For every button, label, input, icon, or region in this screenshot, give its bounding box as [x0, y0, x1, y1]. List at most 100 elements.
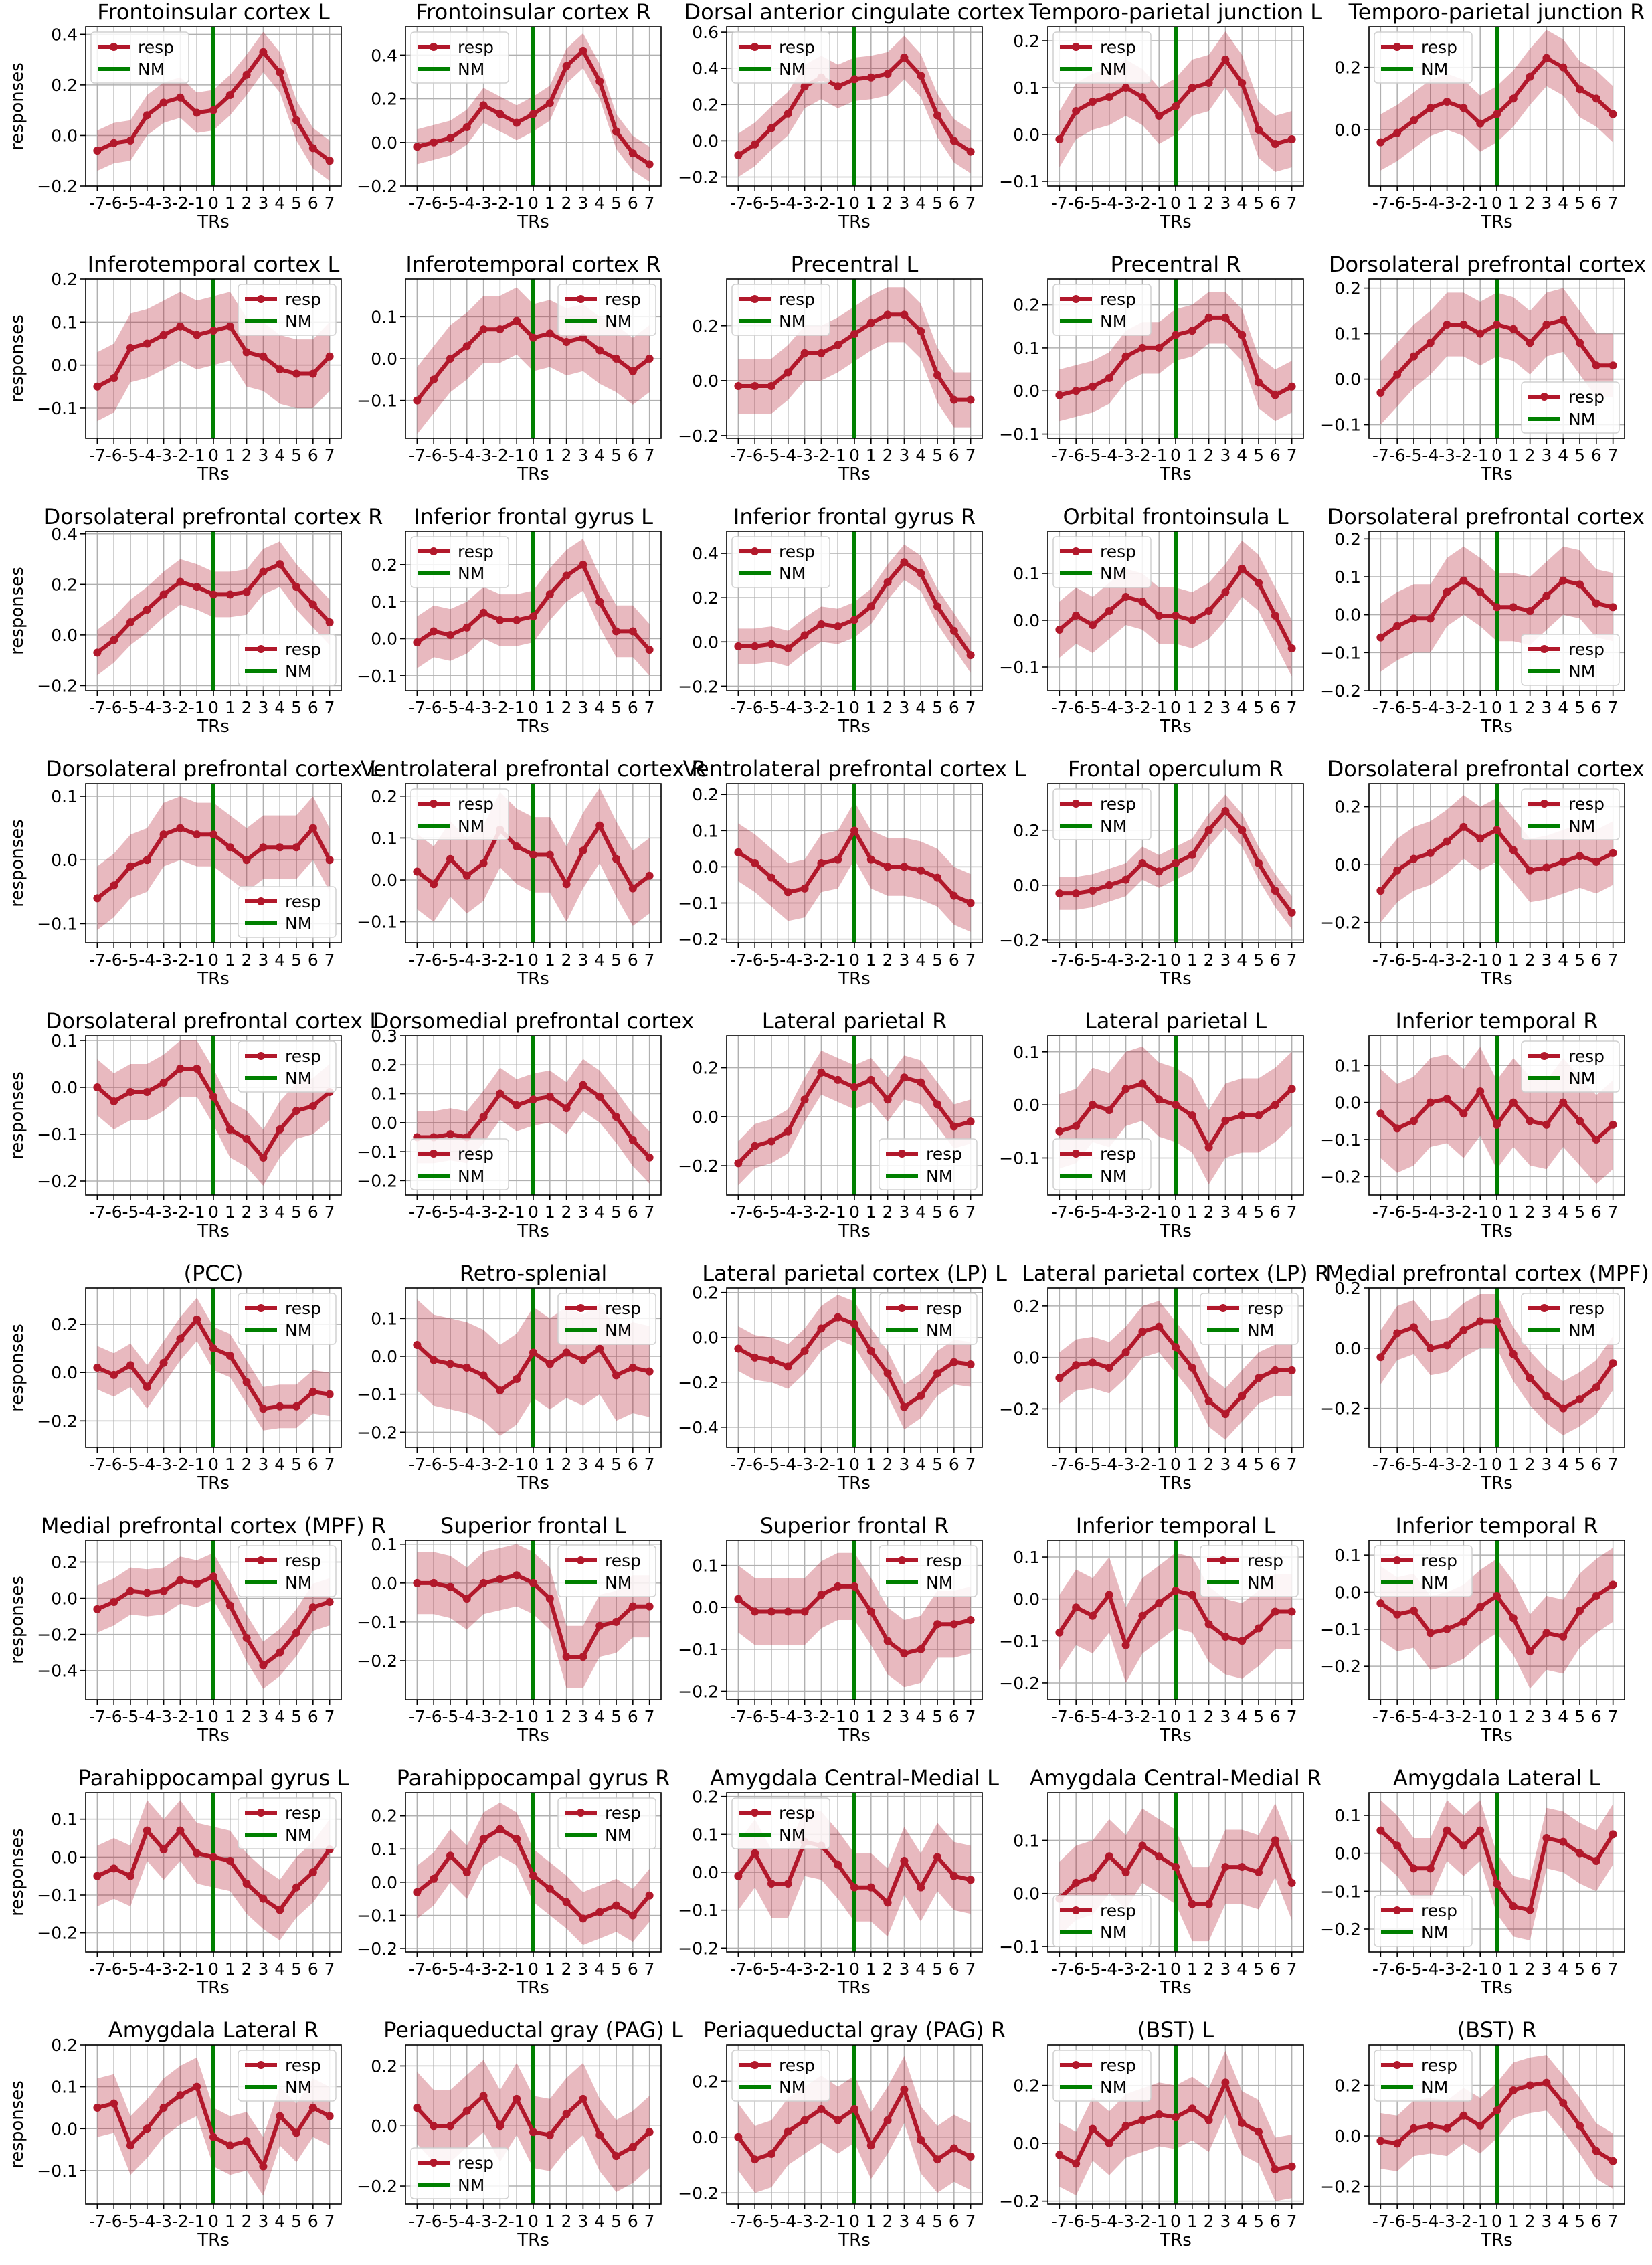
resp-point [917, 1645, 925, 1653]
resp-point [579, 46, 587, 55]
resp-point [1376, 138, 1385, 147]
resp-point [883, 310, 892, 319]
resp-point [1204, 79, 1213, 87]
x-tick-label: -7 [89, 2211, 106, 2231]
y-tick-label: 0.1 [51, 2078, 78, 2097]
resp-point [917, 2135, 925, 2144]
resp-point [93, 894, 102, 903]
x-tick-label: 3 [1541, 950, 1552, 970]
subplot-title: Ventrolateral prefrontal cortex R [360, 756, 706, 782]
x-tick-label: 1 [1187, 1707, 1198, 1726]
legend-nm-label: NM [1100, 564, 1127, 583]
y-tick-label: −0.2 [37, 1411, 78, 1431]
subplot-40: -7 -6 -5 -4 -3 -2 -1 0 1 2 3 4 5 6 7−0.2−0.10.00.1Amyg… [1320, 1765, 1625, 1998]
legend-resp-marker [751, 295, 759, 303]
x-tick-label: -6 [106, 1707, 122, 1726]
subplot-8: -7 -6 -5 -4 -3 -2 -1 0 1 2 3 4 5 6 7−0.20.00.2Precentr… [678, 252, 983, 484]
x-tick-label: 0 [1170, 193, 1181, 213]
resp-point [1576, 1849, 1584, 1858]
y-tick-label: −0.1 [678, 1640, 719, 1659]
x-tick-label: 0 [528, 1959, 539, 1979]
resp-point [209, 1344, 217, 1353]
legend-resp-marker [898, 1556, 906, 1564]
resp-point [933, 602, 942, 611]
resp-point [110, 1370, 118, 1379]
x-tick-label: 0 [528, 1707, 539, 1726]
x-tick-label: -5 [1085, 950, 1101, 970]
x-tick-label: 4 [594, 193, 605, 213]
resp-point [479, 1371, 488, 1380]
y-tick-label: 0.1 [692, 1825, 719, 1844]
x-axis-label: TRs [1159, 1473, 1192, 1493]
x-tick-label: -2 [172, 446, 189, 465]
x-tick-label: -4 [139, 1707, 155, 1726]
y-tick-label: 0.2 [371, 787, 397, 806]
legend-nm-label: NM [1247, 1321, 1274, 1340]
y-tick-label: −0.1 [1320, 643, 1361, 662]
x-tick-label: -3 [475, 950, 492, 970]
resp-point [966, 1360, 975, 1368]
x-axis-label: TRs [838, 1978, 870, 1998]
subplot-title: Orbital frontoinsula L [1063, 504, 1288, 529]
legend-resp-marker [1072, 547, 1080, 555]
x-tick-label: -3 [796, 950, 813, 970]
y-tick-label: 0.0 [1013, 876, 1040, 895]
x-tick-label: -7 [730, 1959, 747, 1979]
resp-point [784, 2127, 792, 2136]
subplot-5: -7 -6 -5 -4 -3 -2 -1 0 1 2 3 4 5 6 70.00.2Temporo-pari… [1334, 0, 1645, 232]
x-tick-label: 3 [1220, 950, 1230, 970]
resp-point [259, 1661, 268, 1669]
resp-point [479, 1578, 488, 1587]
legend-resp-marker [1072, 800, 1080, 808]
x-tick-label: 5 [291, 698, 302, 717]
resp-point [834, 622, 842, 631]
x-tick-label: -3 [475, 446, 492, 465]
x-tick-label: -7 [1372, 446, 1389, 465]
legend-resp-marker [1540, 645, 1548, 653]
y-tick-label: 0.1 [51, 1810, 78, 1829]
x-tick-label: -4 [1422, 2211, 1439, 2231]
x-tick-label: 7 [966, 446, 976, 465]
x-tick-label: -1 [830, 1455, 846, 1474]
x-tick-label: 5 [291, 1202, 302, 1222]
x-tick-label: 6 [308, 1202, 318, 1222]
x-tick-label: -6 [1389, 193, 1406, 213]
x-tick-label: 7 [325, 698, 335, 717]
resp-point [93, 2103, 102, 2112]
resp-point [1609, 1120, 1617, 1129]
x-tick-label: -3 [475, 698, 492, 717]
subplot-title: Temporo-parietal junction R [1348, 0, 1645, 25]
y-tick-label: 0.1 [371, 1839, 397, 1859]
x-tick-label: 2 [883, 1959, 893, 1979]
x-tick-label: -4 [458, 1202, 475, 1222]
resp-point [242, 348, 251, 357]
resp-point [1204, 826, 1213, 834]
x-tick-label: 5 [291, 950, 302, 970]
resp-point [1287, 1085, 1296, 1093]
resp-point [242, 70, 251, 79]
y-tick-label: −0.2 [1320, 913, 1361, 933]
y-tick-label: −0.1 [37, 2161, 78, 2181]
x-tick-label: -7 [730, 1707, 747, 1726]
resp-point [545, 1595, 554, 1603]
x-tick-label: 0 [849, 446, 860, 465]
legend-nm-label: NM [285, 1321, 312, 1340]
resp-point [751, 642, 759, 650]
x-tick-label: 1 [545, 1455, 555, 1474]
x-tick-label: -4 [458, 193, 475, 213]
resp-point [966, 1117, 975, 1126]
resp-point [1542, 592, 1551, 600]
y-tick-label: −0.1 [999, 425, 1040, 444]
x-tick-label: 2 [1204, 950, 1214, 970]
resp-point [1592, 857, 1600, 866]
resp-point [259, 2162, 268, 2171]
y-tick-label: 0.0 [1013, 1884, 1040, 1904]
resp-point [1287, 1366, 1296, 1374]
legend-resp-marker [1072, 43, 1080, 51]
resp-point [1559, 63, 1568, 72]
y-axis-label: responses [7, 1071, 27, 1160]
resp-point [595, 346, 604, 355]
x-tick-label: 3 [577, 1959, 588, 1979]
legend-resp-marker [1540, 393, 1548, 401]
